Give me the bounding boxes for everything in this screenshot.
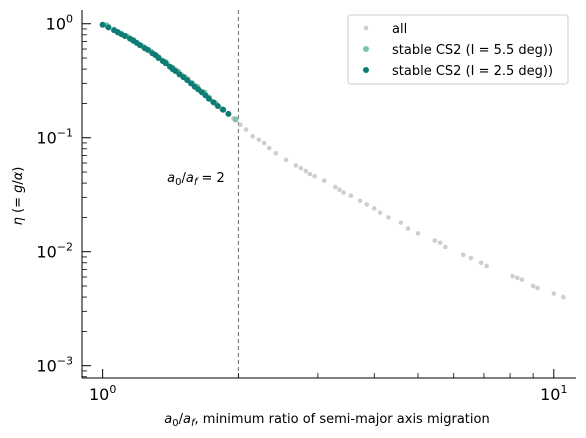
- legend-marker: [363, 67, 369, 73]
- x-axis: 100 101: [81, 369, 576, 404]
- data-point: [172, 67, 179, 74]
- data-point: [348, 193, 354, 199]
- data-point: [136, 42, 143, 49]
- data-point: [232, 116, 239, 123]
- y-tick-label: 10−1: [36, 127, 73, 148]
- data-point: [535, 285, 540, 291]
- legend-label: stable CS2 (I = 2.5 deg)): [392, 64, 553, 79]
- data-point: [371, 206, 377, 211]
- legend-box: [347, 14, 569, 85]
- data-point: [243, 127, 249, 132]
- data-point: [155, 55, 162, 62]
- y-axis: 100 10−1 10−2 10−3: [36, 10, 91, 378]
- data-point: [468, 255, 474, 261]
- data-point: [210, 99, 217, 106]
- data-point: [307, 171, 313, 177]
- legend-label: stable CS2 (I = 5.5 deg)): [392, 43, 553, 58]
- legend-label: all: [392, 22, 407, 37]
- x-tick-label: 101: [540, 383, 567, 404]
- data-point: [220, 106, 227, 113]
- data-point: [214, 102, 221, 109]
- data-point: [519, 277, 525, 282]
- data-point: [415, 231, 421, 236]
- data-point: [273, 151, 279, 156]
- data-point: [105, 24, 112, 31]
- data-point: [432, 238, 438, 243]
- data-point: [514, 275, 520, 281]
- data-point: [298, 165, 304, 171]
- data-point: [144, 46, 151, 53]
- data-point: [405, 226, 411, 231]
- data-point: [398, 220, 404, 225]
- data-point: [443, 244, 448, 250]
- data-point: [225, 110, 232, 117]
- y-tick-label: 10−2: [36, 241, 73, 262]
- data-point: [341, 190, 346, 195]
- data-point: [437, 240, 443, 245]
- annotation-label: a0/af = 2: [167, 171, 225, 188]
- data-point: [205, 95, 212, 102]
- data-point: [530, 283, 536, 289]
- data-point: [460, 252, 466, 258]
- data-point: [162, 60, 169, 67]
- data-point: [377, 210, 383, 215]
- data-point: [99, 21, 106, 28]
- data-point: [293, 163, 299, 168]
- data-point: [250, 133, 255, 139]
- x-tick-label: 100: [89, 383, 116, 404]
- data-point: [312, 173, 317, 179]
- data-point: [364, 202, 370, 207]
- data-point: [510, 273, 515, 279]
- legend-marker: [363, 46, 369, 52]
- legend: all stable CS2 (I = 5.5 deg)) stable CS2 (…: [347, 14, 569, 85]
- series-3: [99, 21, 232, 117]
- y-tick-label: 10−3: [36, 355, 73, 376]
- data-point: [261, 140, 267, 146]
- y-axis-label: η (= g/α): [11, 167, 26, 226]
- annotation: a0/af = 2: [167, 171, 225, 188]
- data-point: [303, 168, 309, 174]
- y-tick-label: 100: [46, 13, 73, 34]
- legend-marker: [363, 25, 369, 31]
- data-point: [322, 178, 327, 183]
- data-point: [121, 33, 128, 40]
- data-point: [266, 145, 272, 151]
- data-point: [484, 263, 489, 269]
- data-point: [337, 187, 342, 192]
- data-point: [357, 198, 363, 204]
- data-point: [333, 184, 338, 190]
- data-point: [551, 291, 557, 296]
- data-point: [238, 122, 243, 128]
- data-point: [256, 137, 262, 143]
- data-point: [561, 294, 566, 300]
- data-point: [283, 157, 289, 163]
- data-point: [478, 260, 484, 266]
- x-axis-label: a0/af, minimum ratio of semi-major axis …: [164, 412, 489, 429]
- plot-area: [99, 10, 566, 378]
- data-point: [386, 215, 391, 220]
